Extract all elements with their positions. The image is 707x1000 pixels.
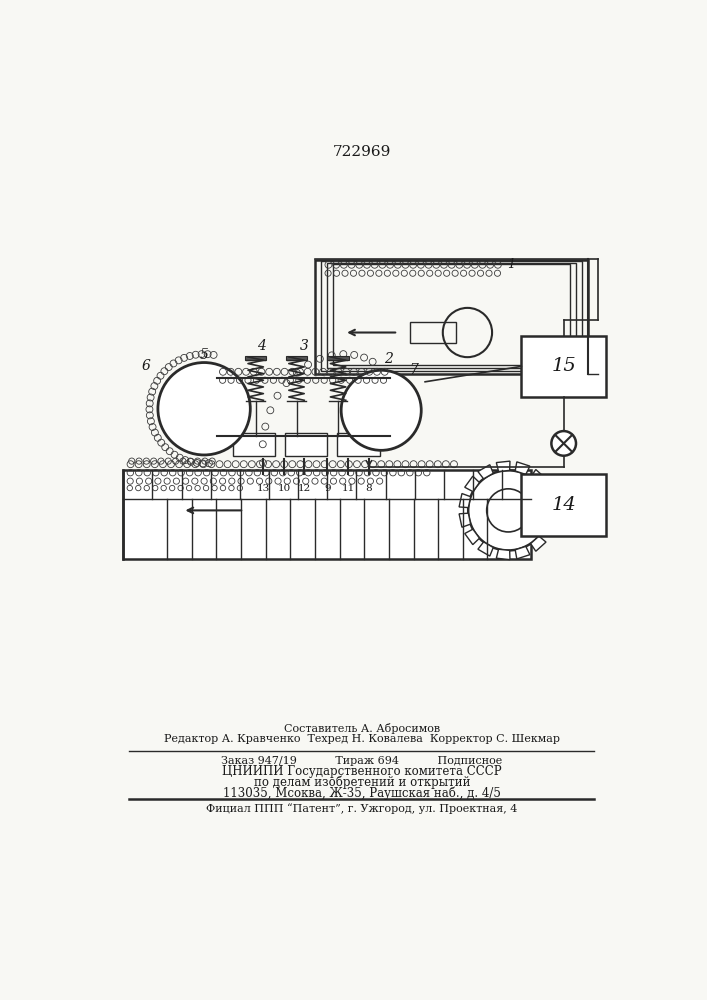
Text: Заказ 947/19           Тираж 694           Подписное: Заказ 947/19 Тираж 694 Подписное [221,756,503,766]
Text: 113035, Мсоква, Ж-35, Раушская наб., д. 4/5: 113035, Мсоква, Ж-35, Раушская наб., д. … [223,786,501,800]
Text: Составитель А. Абросимов: Составитель А. Абросимов [284,723,440,734]
Circle shape [341,370,421,450]
Text: 2: 2 [385,352,393,366]
Polygon shape [459,494,471,508]
Polygon shape [478,465,493,479]
Text: 15: 15 [551,357,576,375]
Circle shape [158,363,250,455]
Bar [285,433,327,456]
Text: 14: 14 [551,496,576,514]
Bar [279,473,290,480]
Text: 8: 8 [366,484,372,493]
Bar [327,356,349,360]
Polygon shape [464,529,479,545]
Bar [245,356,267,360]
Text: 7: 7 [409,363,419,377]
Bar [322,473,333,480]
Bar [334,264,570,365]
Text: 4: 4 [257,339,266,353]
Bar [233,433,275,456]
Polygon shape [542,521,556,537]
Text: 1: 1 [508,258,515,271]
Bar [315,260,588,374]
Text: 5: 5 [199,348,209,362]
Polygon shape [531,536,546,551]
Bar [299,473,310,480]
Bar [258,473,269,480]
Bar [521,336,606,397]
Circle shape [468,470,549,550]
Polygon shape [548,504,557,517]
Bar [123,470,532,559]
Text: 722969: 722969 [333,145,391,159]
Polygon shape [531,470,546,485]
Bar [286,356,308,360]
Text: 9: 9 [324,484,331,493]
Polygon shape [478,542,493,556]
Bar [327,263,576,368]
Text: 13: 13 [257,484,270,493]
Text: 10: 10 [278,484,291,493]
Polygon shape [459,513,471,527]
Bar [337,433,380,456]
Bar [343,473,354,480]
Bar [363,473,374,480]
Polygon shape [464,476,479,492]
Polygon shape [542,484,556,499]
Bar [521,474,606,536]
Text: 3: 3 [300,339,309,353]
Circle shape [551,431,576,456]
Polygon shape [496,461,510,472]
Bar [409,322,456,343]
Bar [321,261,582,371]
Text: Редактор А. Кравченко  Техред Н. Ковалева  Корректор С. Шекмар: Редактор А. Кравченко Техред Н. Ковалева… [164,734,560,744]
Text: Фициал ППП “Патент”, г. Ужгород, ул. Проектная, 4: Фициал ППП “Патент”, г. Ужгород, ул. Про… [206,803,518,814]
Text: ЦНИИПИ Государственного комитета СССР: ЦНИИПИ Государственного комитета СССР [222,765,502,778]
Polygon shape [496,549,510,560]
Text: по делам изобретений и открытий: по делам изобретений и открытий [254,775,470,789]
Text: 6: 6 [141,359,150,373]
Text: 11: 11 [341,484,355,493]
Polygon shape [515,546,530,559]
Text: 12: 12 [298,484,311,493]
Polygon shape [515,462,530,474]
